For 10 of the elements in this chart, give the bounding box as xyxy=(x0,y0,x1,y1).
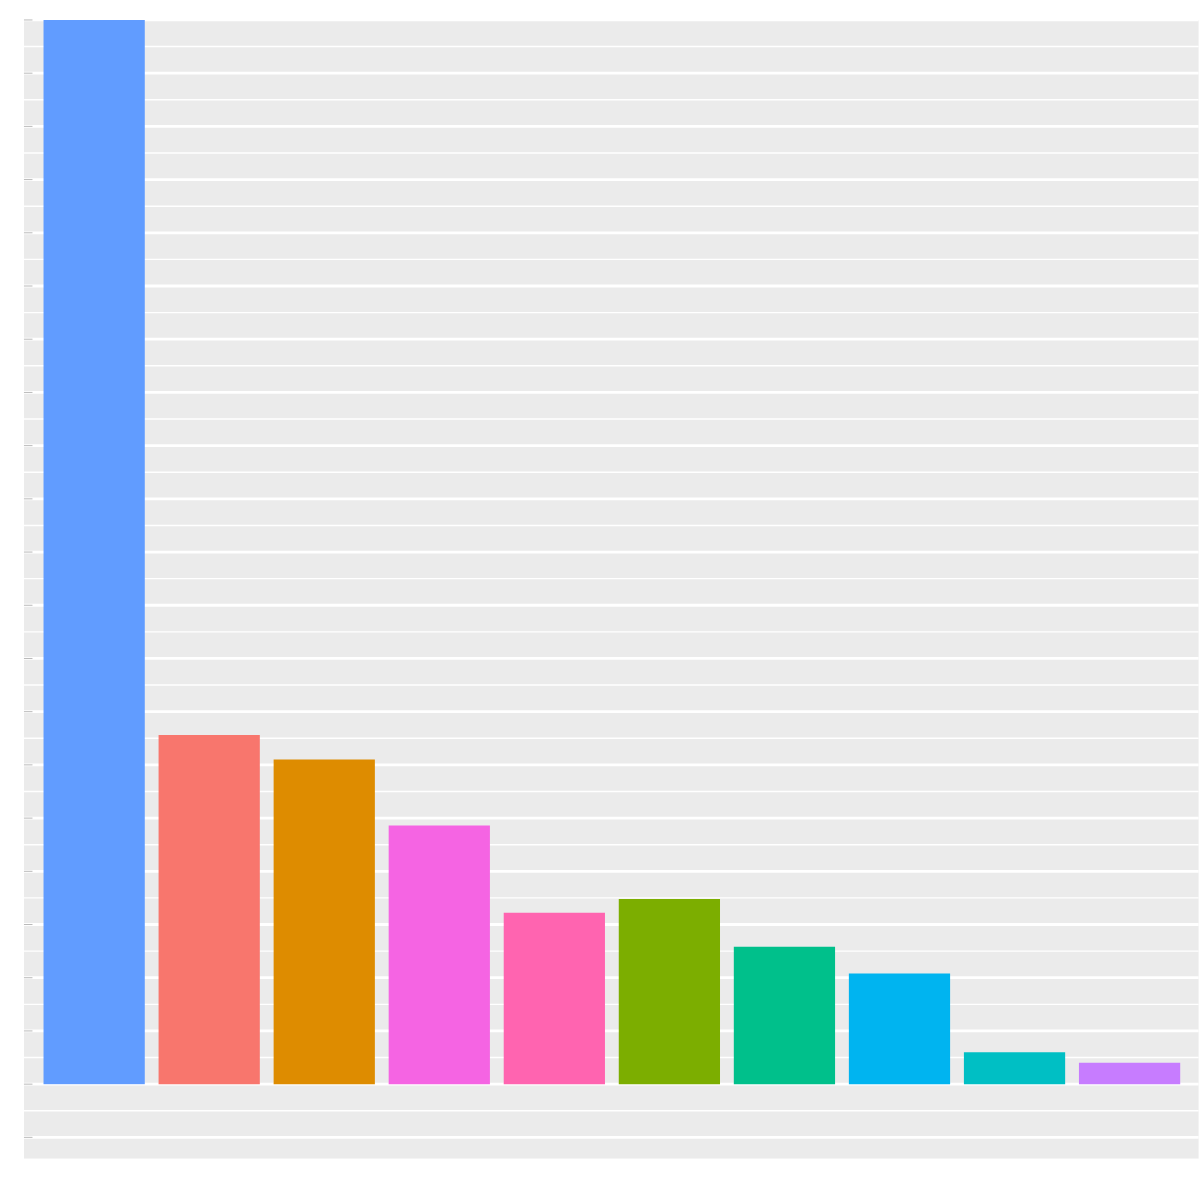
bar xyxy=(733,946,836,1084)
bar xyxy=(503,912,605,1084)
bar xyxy=(1078,1062,1181,1084)
bar xyxy=(618,898,721,1084)
bar xyxy=(43,19,145,1084)
bar xyxy=(388,825,490,1084)
bar xyxy=(848,973,951,1084)
bar xyxy=(963,1051,1066,1084)
bar xyxy=(273,759,375,1084)
bar xyxy=(158,734,260,1084)
